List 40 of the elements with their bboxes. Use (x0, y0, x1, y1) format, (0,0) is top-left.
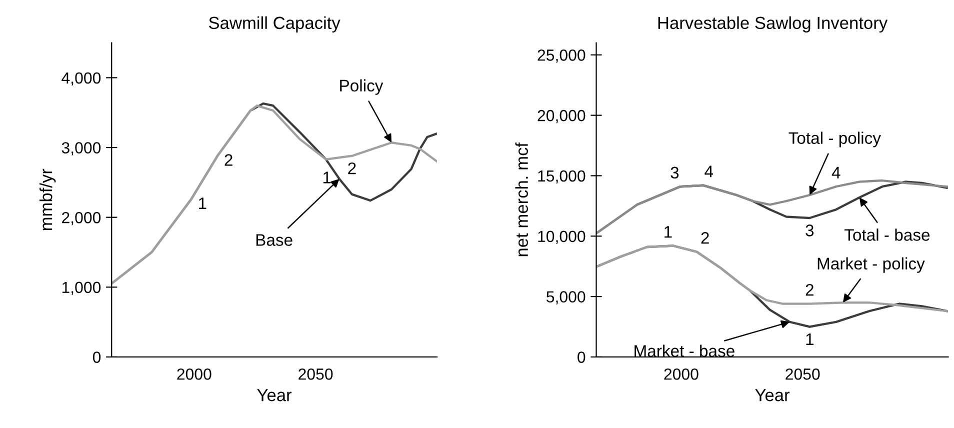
y-tick-label: 0 (578, 352, 586, 363)
annotation: Market - base (634, 344, 734, 357)
annotation: 3 (806, 224, 814, 236)
annotation: Total - policy (788, 132, 881, 148)
annotation: 3 (670, 166, 679, 179)
x-axis-title: Year (257, 389, 292, 402)
annotation: 2 (348, 162, 356, 174)
x-tick-label: 2000 (177, 368, 212, 380)
y-tick-label: 4,000 (62, 72, 101, 86)
y-tick-label: 3,000 (62, 142, 101, 156)
y-axis-title: net merch. mcf (515, 142, 528, 256)
y-tick-label: 20,000 (538, 110, 586, 124)
annotation: 1 (198, 198, 206, 210)
chart-title: Harvestable Sawlog Inventory (658, 16, 888, 33)
x-tick-label: 2050 (298, 368, 333, 380)
annotation: 4 (704, 166, 714, 178)
y-tick-label: 1,000 (62, 282, 101, 295)
annotation: Policy (340, 79, 384, 95)
x-axis-title: Year (755, 389, 790, 402)
y-tick-label: 15,000 (538, 170, 586, 184)
line-series (596, 244, 948, 312)
x-tick-label: 2050 (786, 368, 820, 380)
annotation: 2 (224, 154, 232, 166)
y-tick-label: 5,000 (546, 291, 586, 304)
annotation: 2 (806, 284, 814, 296)
y-axis-title: mmbf/yr (39, 168, 56, 230)
chart-title: Sawmill Capacity (208, 16, 340, 33)
y-tick-label: 0 (92, 352, 101, 363)
annotation: 1 (664, 226, 672, 238)
annotation: Base (256, 234, 292, 246)
y-tick-label: 2,000 (62, 212, 101, 226)
y-tick-label: 10,000 (538, 230, 586, 244)
x-tick-label: 2000 (664, 368, 698, 380)
y-tick-label: 25,000 (538, 50, 586, 63)
annotation: 1 (806, 333, 814, 345)
annotation: Total - base (844, 228, 930, 241)
annotation: 1 (323, 172, 331, 184)
annotation: Market - policy (818, 257, 925, 273)
annotation: 2 (701, 232, 709, 244)
annotation: 4 (832, 166, 840, 178)
